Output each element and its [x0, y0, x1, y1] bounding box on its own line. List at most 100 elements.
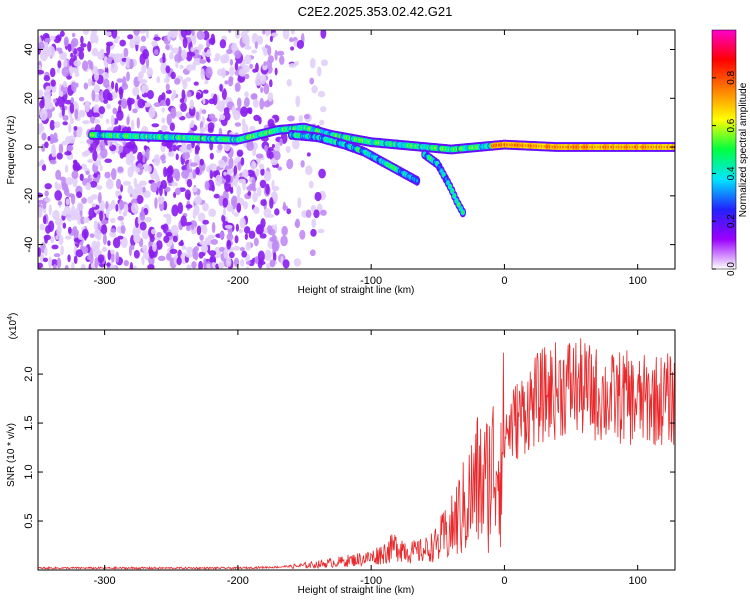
noise-blob	[160, 179, 167, 190]
noise-blob	[233, 165, 238, 177]
y-tick-label: -40	[23, 237, 35, 253]
noise-blob	[125, 142, 133, 149]
noise-blob	[80, 163, 88, 170]
noise-blob	[242, 123, 249, 135]
noise-blob	[96, 146, 101, 152]
noise-blob	[199, 59, 207, 64]
noise-blob	[58, 90, 64, 97]
noise-blob	[78, 50, 85, 60]
noise-blob	[212, 93, 218, 106]
noise-blob	[59, 30, 65, 37]
noise-blob	[105, 118, 110, 124]
noise-blob	[252, 191, 258, 203]
noise-blob	[267, 45, 272, 56]
noise-blob	[42, 257, 49, 263]
noise-blob	[174, 187, 181, 196]
noise-blob	[219, 231, 225, 240]
noise-blob	[310, 228, 317, 237]
noise-blob	[129, 58, 134, 69]
noise-blob	[139, 210, 146, 221]
noise-blob	[130, 119, 135, 131]
noise-blob	[169, 122, 175, 132]
noise-blob	[56, 152, 63, 160]
noise-blob	[199, 240, 207, 246]
noise-blob	[199, 158, 205, 166]
noise-blob	[116, 178, 122, 190]
noise-blob	[111, 80, 115, 90]
noise-blob	[244, 54, 252, 65]
chart-title: C2E2.2025.353.02.42.G21	[298, 4, 453, 19]
noise-blob	[38, 41, 45, 50]
ridge-peak	[453, 194, 456, 198]
noise-blob	[137, 75, 143, 82]
noise-blob	[186, 91, 192, 98]
noise-blob	[109, 265, 117, 269]
noise-blob	[141, 84, 146, 95]
noise-blob	[147, 165, 152, 173]
noise-blob	[55, 47, 63, 52]
noise-blob	[255, 75, 262, 86]
noise-blob	[165, 97, 171, 107]
noise-blob	[251, 49, 258, 54]
noise-blob	[317, 66, 322, 77]
noise-blob	[126, 71, 130, 82]
noise-blob	[115, 190, 119, 198]
noise-blob	[219, 246, 225, 253]
noise-blob	[49, 119, 55, 131]
noise-blob	[175, 61, 179, 69]
noise-blob	[244, 233, 249, 241]
noise-blob	[44, 104, 48, 109]
noise-blob	[186, 178, 193, 188]
noise-blob	[61, 51, 67, 60]
noise-blob	[162, 52, 166, 64]
noise-blob	[185, 253, 193, 258]
noise-blob	[120, 220, 125, 226]
noise-blob	[272, 240, 278, 253]
noise-blob	[83, 217, 90, 224]
noise-blob	[39, 223, 45, 231]
noise-blob	[221, 214, 226, 223]
noise-blob	[178, 241, 184, 247]
y-tick-label: 1.0	[23, 464, 35, 479]
noise-blob	[236, 97, 242, 108]
noise-blob	[133, 249, 140, 259]
noise-blob	[85, 170, 90, 176]
noise-blob	[274, 49, 278, 61]
snr-y-label: SNR (10 * v/v)	[6, 423, 17, 487]
noise-blob	[313, 209, 320, 219]
noise-blob	[152, 242, 157, 252]
noise-blob	[229, 66, 235, 76]
noise-blob	[95, 138, 100, 146]
noise-blob	[44, 37, 51, 43]
noise-blob	[89, 233, 95, 238]
noise-blob	[208, 250, 217, 257]
noise-blob	[281, 225, 288, 236]
noise-blob	[153, 49, 159, 56]
noise-blob	[54, 181, 59, 189]
noise-blob	[251, 177, 256, 189]
noise-blob	[268, 228, 276, 236]
noise-blob	[186, 264, 192, 269]
snr-series-line	[38, 338, 675, 570]
noise-blob	[195, 145, 201, 152]
noise-blob	[174, 111, 183, 118]
noise-blob	[115, 251, 120, 263]
noise-blob	[105, 41, 114, 47]
noise-blob	[273, 150, 281, 161]
noise-blob	[142, 244, 148, 252]
noise-blob	[202, 98, 206, 105]
noise-blob	[228, 76, 234, 82]
x-tick-label: 0	[501, 575, 507, 587]
noise-blob	[167, 31, 171, 42]
noise-blob	[202, 219, 210, 225]
noise-blob	[189, 122, 195, 128]
noise-blob	[64, 264, 69, 269]
noise-blob	[51, 146, 57, 158]
noise-blob	[190, 223, 195, 231]
noise-blob	[195, 166, 200, 175]
noise-blob	[242, 33, 250, 45]
noise-blob	[197, 212, 206, 223]
noise-blob	[252, 93, 258, 101]
noise-blob	[223, 248, 229, 259]
noise-blob	[319, 119, 325, 126]
